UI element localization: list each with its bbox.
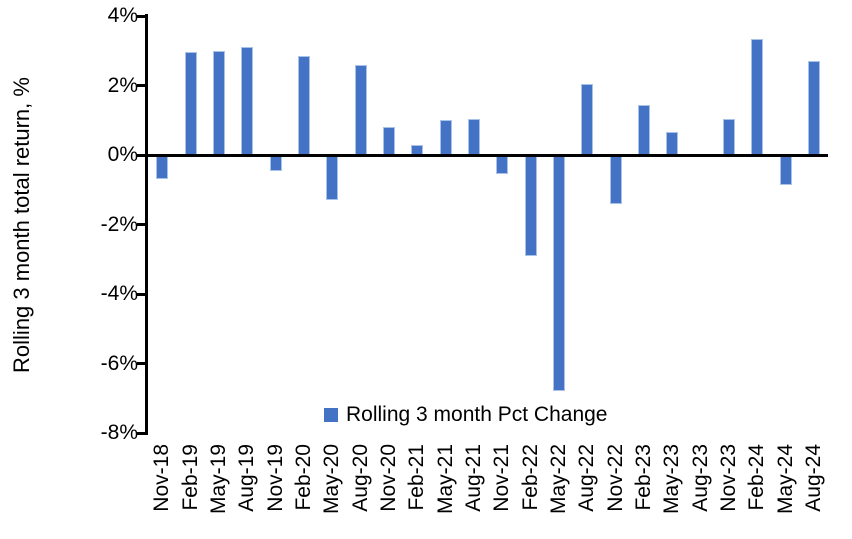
y-tick-label: 4% bbox=[107, 4, 138, 27]
x-tick-label: May-23 bbox=[660, 444, 684, 515]
bar bbox=[552, 155, 565, 392]
bar bbox=[241, 47, 254, 155]
x-tick-label: Nov-23 bbox=[716, 444, 740, 512]
x-tick-label: Feb-21 bbox=[405, 444, 429, 511]
x-tick-label: Feb-20 bbox=[291, 444, 315, 511]
x-tick-label: Feb-19 bbox=[178, 444, 202, 511]
x-tick-label: Aug-24 bbox=[801, 444, 825, 512]
bar bbox=[326, 155, 339, 201]
x-tick-label: Nov-18 bbox=[150, 444, 174, 512]
x-axis-zero-line bbox=[137, 153, 828, 157]
bar bbox=[297, 55, 310, 155]
bar bbox=[156, 155, 169, 180]
y-tick-mark bbox=[137, 223, 148, 226]
x-tick-label: Feb-23 bbox=[631, 444, 655, 511]
y-tick-label: 2% bbox=[107, 73, 138, 97]
bar bbox=[666, 132, 679, 155]
x-tick-label: Nov-21 bbox=[490, 444, 514, 512]
bar bbox=[382, 127, 395, 155]
x-tick-label: Nov-22 bbox=[603, 444, 627, 512]
bar bbox=[439, 120, 452, 155]
x-tick-label: Feb-22 bbox=[518, 444, 542, 511]
bar bbox=[807, 61, 820, 155]
y-tick-mark bbox=[137, 431, 148, 435]
y-tick-label: -2% bbox=[100, 212, 138, 236]
x-tick-label: Aug-22 bbox=[575, 444, 599, 512]
bar bbox=[524, 155, 537, 256]
x-tick-label: Feb-24 bbox=[745, 444, 769, 511]
bar bbox=[496, 155, 509, 175]
bar bbox=[637, 104, 650, 155]
legend-label: Rolling 3 month Pct Change bbox=[346, 403, 608, 426]
x-tick-label: May-20 bbox=[320, 444, 344, 515]
bar bbox=[751, 38, 764, 155]
x-tick-label: Aug-21 bbox=[461, 444, 485, 512]
x-tick-label: Nov-20 bbox=[376, 444, 400, 512]
x-tick-label: Aug-19 bbox=[235, 444, 259, 512]
x-tick-label: May-19 bbox=[206, 444, 230, 515]
x-tick-label: May-22 bbox=[546, 444, 570, 515]
bar bbox=[212, 50, 225, 155]
x-tick-label: Aug-23 bbox=[688, 444, 712, 512]
x-tick-label: May-24 bbox=[773, 444, 797, 515]
bar bbox=[184, 52, 197, 155]
bar bbox=[779, 155, 792, 185]
y-tick-label: -6% bbox=[100, 351, 138, 375]
legend-swatch-icon bbox=[324, 408, 338, 422]
bar bbox=[354, 64, 367, 155]
y-tick-label: -8% bbox=[100, 421, 138, 444]
bar bbox=[269, 155, 282, 171]
bar bbox=[581, 83, 594, 155]
bar bbox=[609, 155, 622, 204]
y-tick-mark bbox=[137, 292, 148, 296]
x-tick-label: Nov-19 bbox=[263, 444, 287, 512]
bar bbox=[467, 118, 480, 155]
legend: Rolling 3 month Pct Change bbox=[324, 402, 608, 428]
y-tick-label: 0% bbox=[107, 143, 138, 166]
bar bbox=[722, 118, 735, 155]
y-tick-mark bbox=[137, 84, 148, 87]
y-tick-mark bbox=[137, 362, 148, 365]
x-tick-label: Aug-20 bbox=[348, 444, 372, 512]
x-tick-label: May-21 bbox=[433, 444, 457, 515]
y-tick-label: -4% bbox=[100, 282, 138, 305]
y-tick-mark bbox=[137, 14, 148, 18]
